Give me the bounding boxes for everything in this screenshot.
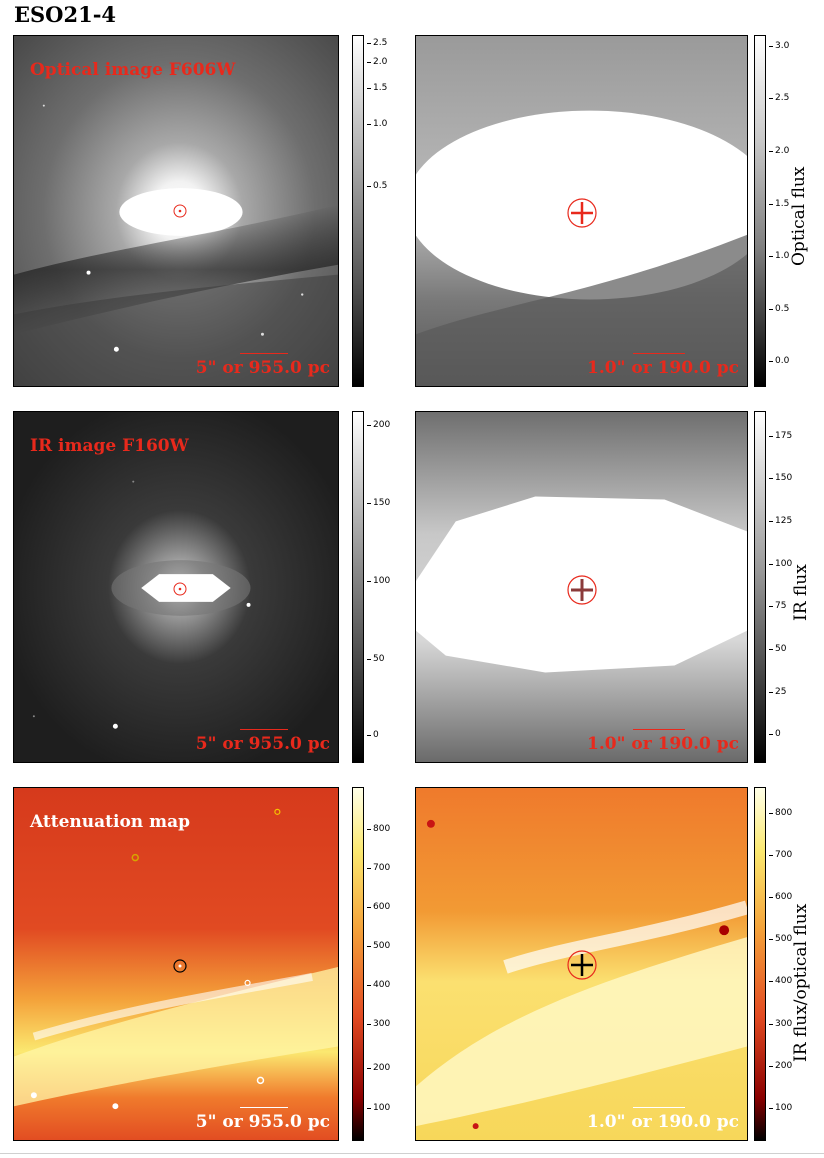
ir-image-label: IR image F160W (30, 436, 189, 456)
scalebar-label: 1.0" or 190.0 pc (587, 358, 739, 378)
colorbar-tick: 600 (366, 902, 391, 912)
optical-panel-left: Optical image F606W 5" or 955.0 pc (13, 35, 339, 387)
colorbar-tick: 300 (768, 1019, 793, 1029)
colorbar-label-optical: Optical flux (789, 166, 809, 266)
colorbar-optical-left (352, 35, 364, 387)
scalebar-line (240, 729, 288, 730)
nucleus-marker (173, 959, 187, 973)
colorbar-tick: 3.0 (768, 41, 790, 51)
colorbar-tick: 300 (366, 1019, 391, 1029)
colorbar-tick: 75 (768, 601, 787, 611)
colorbar-tick: 200 (366, 420, 391, 430)
colorbar-ir-left (352, 411, 364, 763)
colorbar-tick: 2.0 (366, 57, 388, 67)
colorbar-tick: 500 (366, 941, 391, 951)
colorbar-tick: 800 (366, 824, 391, 834)
nucleus-marker (567, 198, 597, 228)
colorbar-tick: 400 (768, 976, 793, 986)
colorbar-tick: 200 (768, 1061, 793, 1071)
optical-panel-right: 1.0" or 190.0 pc (415, 35, 748, 387)
figure-title: ESO21-4 (14, 2, 117, 27)
colorbar-tick: 0.0 (768, 356, 790, 366)
colorbar-tick: 125 (768, 516, 793, 526)
nucleus-marker (173, 582, 187, 596)
colorbar-tick: 175 (768, 431, 793, 441)
scalebar-label: 5" or 955.0 pc (195, 734, 330, 754)
scalebar-label: 1.0" or 190.0 pc (587, 734, 739, 754)
colorbar-tick: 50 (768, 644, 787, 654)
colorbar-tick: 0 (769, 729, 781, 739)
attenuation-map-label: Attenuation map (30, 812, 190, 832)
colorbar-attenuation-right (754, 787, 766, 1141)
scalebar-label: 1.0" or 190.0 pc (587, 1112, 739, 1132)
nucleus-marker (567, 950, 597, 980)
colorbar-tick: 700 (366, 863, 391, 873)
page-divider (0, 1153, 824, 1154)
scalebar-line (240, 353, 288, 354)
optical-image-label: Optical image F606W (30, 60, 236, 80)
colorbar-tick: 0.5 (768, 304, 790, 314)
ir-panel-right: 1.0" or 190.0 pc (415, 411, 748, 763)
colorbar-tick: 25 (768, 687, 787, 697)
scalebar-line (633, 729, 685, 730)
nucleus-marker (173, 204, 187, 218)
colorbar-tick: 2.0 (768, 146, 790, 156)
colorbar-label-ir: IR flux (791, 564, 811, 621)
colorbar-tick: 1.0 (366, 119, 388, 129)
colorbar-attenuation-left (352, 787, 364, 1141)
attenuation-map-wide (14, 788, 338, 1140)
optical-image-wide (14, 36, 338, 386)
scalebar-line (240, 1107, 288, 1108)
colorbar-tick: 2.5 (768, 93, 790, 103)
colorbar-tick: 150 (768, 473, 793, 483)
colorbar-tick: 1.5 (366, 83, 388, 93)
colorbar-tick: 100 (366, 1103, 391, 1113)
attenuation-panel-right: 1.0" or 190.0 pc (415, 787, 748, 1141)
colorbar-tick: 700 (768, 850, 793, 860)
colorbar-tick: 600 (768, 892, 793, 902)
scalebar-label: 5" or 955.0 pc (195, 1112, 330, 1132)
colorbar-label-ratio: IR flux/optical flux (791, 903, 811, 1062)
colorbar-tick: 0 (367, 730, 379, 740)
colorbar-tick: 500 (768, 934, 793, 944)
colorbar-tick: 100 (768, 559, 793, 569)
scalebar-line (633, 1107, 685, 1108)
colorbar-tick: 150 (366, 498, 391, 508)
colorbar-ir-right (754, 411, 766, 763)
colorbar-tick: 2.5 (366, 38, 388, 48)
scalebar-line (633, 353, 685, 354)
scalebar-label: 5" or 955.0 pc (195, 358, 330, 378)
colorbar-tick: 100 (768, 1103, 793, 1113)
colorbar-tick: 800 (768, 808, 793, 818)
colorbar-tick: 100 (366, 576, 391, 586)
nucleus-marker (567, 575, 597, 605)
colorbar-optical-right (754, 35, 766, 387)
colorbar-tick: 1.0 (768, 251, 790, 261)
colorbar-tick: 50 (366, 654, 385, 664)
attenuation-panel-left: Attenuation map 5" or 955.0 pc (13, 787, 339, 1141)
colorbar-tick: 200 (366, 1063, 391, 1073)
ir-image-wide (14, 412, 338, 762)
ir-panel-left: IR image F160W 5" or 955.0 pc (13, 411, 339, 763)
colorbar-tick: 1.5 (768, 199, 790, 209)
colorbar-tick: 0.5 (366, 181, 388, 191)
colorbar-tick: 400 (366, 980, 391, 990)
